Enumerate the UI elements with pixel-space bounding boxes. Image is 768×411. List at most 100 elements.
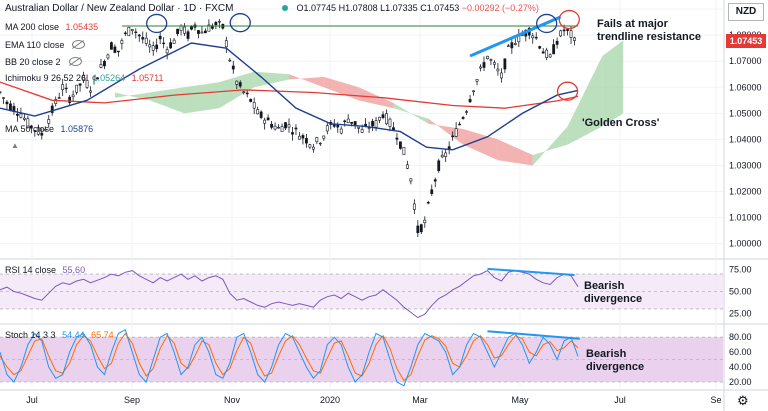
candle-body [569, 30, 573, 38]
candle-body [183, 26, 186, 34]
legend-stoch-k: 54.44 [62, 330, 85, 340]
candle-body [22, 117, 26, 120]
candle-body [176, 28, 179, 35]
high-value: H1.07808 [338, 3, 378, 13]
cloud-segment [428, 118, 464, 145]
cloud-segment [567, 56, 603, 145]
legend-collapsed-2-icon [5, 107, 8, 117]
candle-body [103, 61, 106, 67]
candle-body [26, 118, 30, 128]
candle-body [68, 96, 72, 103]
change-value: −0.00292 (−0.27%) [461, 3, 539, 13]
candle-body [465, 111, 468, 113]
legend-stoch-name: Stoch 14 3 3 [5, 330, 56, 340]
candle-body [40, 132, 44, 136]
candle-body [162, 42, 166, 45]
candle-body [155, 44, 159, 50]
candle-body [364, 123, 368, 127]
legend-collapsed-1[interactable] [5, 90, 12, 100]
candle-body [270, 123, 273, 128]
candle-body [468, 99, 472, 103]
candle-body [75, 84, 79, 93]
candle-body [43, 128, 47, 131]
candle-body [423, 219, 427, 224]
price-tick-label: 1.04000 [729, 134, 762, 144]
candle-body [110, 42, 113, 50]
candle-body [437, 160, 441, 171]
candle-body [89, 90, 92, 93]
candle-body [242, 91, 246, 93]
candle-body [541, 51, 545, 54]
rsi-tick-label: 75.00 [729, 265, 752, 275]
time-axis: Jul Sep Nov 2020 Mar May Jul Se [26, 395, 721, 405]
candle-body [381, 114, 385, 118]
candle-body [266, 117, 270, 121]
candle-body [430, 189, 434, 194]
legend-rsi-value: 55.60 [62, 265, 86, 275]
legend-ma200-value: 1.05435 [65, 22, 99, 32]
candle-body [130, 29, 134, 31]
candle-body [336, 124, 340, 128]
candle-body [291, 132, 294, 135]
candle-body [416, 225, 420, 233]
candle-body [444, 152, 448, 157]
candle-body [566, 29, 569, 31]
cloud-segment [602, 40, 624, 127]
legend-ma200-name: MA 200 close [5, 22, 60, 32]
cloud-segment [184, 82, 220, 114]
candle-body [284, 122, 287, 129]
legend-ichimoku[interactable]: Ichimoku 9 26 52 26 1.05264 1.05711 [5, 73, 168, 83]
legend-ichimoku-value2: 1.05711 [131, 73, 164, 83]
collapse-legend-icon[interactable]: ▲ [11, 141, 19, 150]
legend-rsi[interactable]: RSI 14 close 55.60 [5, 265, 89, 275]
stoch-tick-label: 80.00 [729, 332, 752, 342]
candle-body [287, 124, 291, 128]
candle-body [562, 29, 566, 32]
rsi-pane: 25.00 50.00 75.00 [0, 265, 752, 318]
candle-body [311, 146, 315, 150]
candle-body [555, 40, 559, 45]
candle-body [493, 62, 496, 65]
candle-body [245, 92, 249, 95]
candle-body [252, 102, 256, 109]
candle-body [451, 135, 455, 138]
candle-body [57, 97, 61, 99]
candle-body [559, 30, 562, 37]
candle-body [392, 127, 395, 131]
legend-bb20[interactable]: BB 20 close 2 [5, 56, 86, 67]
highlight-circle [536, 13, 558, 34]
candle-body [426, 202, 430, 204]
candle-body [249, 98, 253, 102]
candle-body [534, 36, 538, 39]
time-tick-label: Mar [412, 395, 428, 405]
candle-body [385, 113, 388, 125]
stoch-tick-label: 60.00 [729, 347, 752, 357]
candle-body [412, 203, 416, 210]
candle-body [409, 178, 413, 182]
candle-body [214, 22, 218, 26]
candle-body [96, 77, 99, 80]
candle-body [402, 146, 406, 155]
candle-body [273, 125, 277, 130]
candle-body [33, 130, 37, 132]
drawings [121, 9, 580, 101]
legend-ema110[interactable]: EMA 110 close [5, 39, 89, 50]
candle-body [0, 91, 2, 93]
gear-icon[interactable]: ⚙ [737, 393, 749, 408]
candle-body [47, 119, 51, 124]
legend-ma50[interactable]: MA 50 close 1.05876 [5, 124, 97, 134]
stoch-divergence-line [487, 330, 580, 340]
symbol-badge[interactable]: NZD [728, 3, 764, 21]
legend-collapsed-2[interactable] [5, 107, 12, 117]
legend-stoch[interactable]: Stoch 14 3 3 54.44 65.74 [5, 330, 118, 340]
legend-ma200[interactable]: MA 200 close 1.05435 [5, 22, 102, 32]
hidden-eye-icon[interactable] [72, 40, 86, 49]
legend-ichimoku-value1: 1.05264 [92, 73, 126, 83]
hidden-eye-icon[interactable] [68, 57, 82, 66]
stoch-tick-label: 40.00 [729, 362, 752, 372]
open-value: O1.07745 [296, 3, 337, 13]
candle-body [71, 94, 75, 98]
candle-body [573, 37, 576, 41]
highlight-circle [558, 9, 580, 30]
